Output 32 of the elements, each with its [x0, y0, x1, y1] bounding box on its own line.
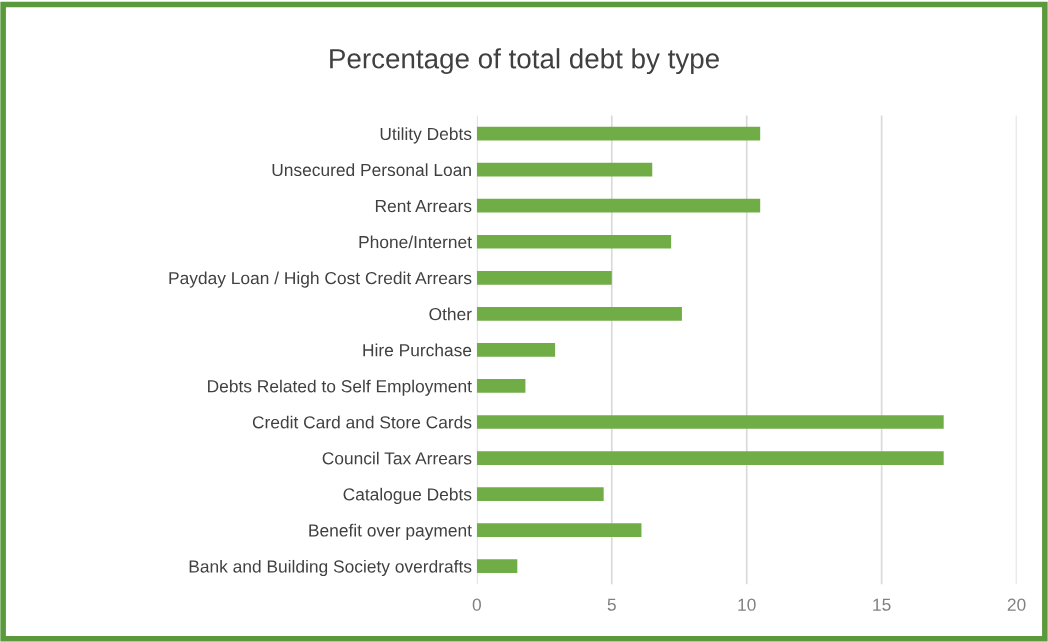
y-tick-label: Unsecured Personal Loan	[272, 163, 471, 177]
x-tick-label: 20	[1007, 598, 1026, 611]
y-tick-label: Debts Related to Self Employment	[208, 379, 472, 396]
bar	[476, 343, 556, 357]
y-tick-label: Rent Arrears	[375, 200, 472, 213]
x-tick-label: 5	[607, 598, 616, 611]
bar	[476, 198, 761, 213]
bar	[476, 126, 761, 141]
y-tick-label: Bank and Building Society overdrafts	[189, 559, 472, 577]
y-tick-label: Benefit over payment	[309, 523, 472, 541]
x-tick-label: 10	[738, 598, 756, 611]
chart-title: Percentage of total debt by type	[330, 48, 719, 75]
y-tick-label: Other	[429, 307, 472, 321]
y-tick-label: Phone/Internet	[359, 235, 472, 249]
bar	[476, 270, 612, 285]
bar	[476, 379, 526, 393]
y-tick-label: Payday Loan / High Cost Credit Arrears	[169, 271, 472, 288]
bar	[476, 306, 682, 321]
x-tick-label: 15	[873, 598, 891, 611]
y-tick-label: Hire Purchase	[363, 343, 472, 357]
bar	[476, 451, 944, 465]
bar	[476, 487, 604, 501]
bar	[476, 523, 642, 537]
y-tick-label: Catalogue Debts	[343, 487, 472, 504]
bar	[476, 415, 944, 429]
bar	[476, 234, 672, 249]
x-tick-label: 0	[472, 598, 481, 611]
bar	[476, 162, 653, 177]
y-tick-label: Credit Card and Store Cards	[252, 415, 472, 429]
bar	[476, 559, 518, 574]
y-tick-label: Council Tax Arrears	[322, 451, 472, 465]
y-tick-label: Utility Debts	[380, 127, 472, 144]
